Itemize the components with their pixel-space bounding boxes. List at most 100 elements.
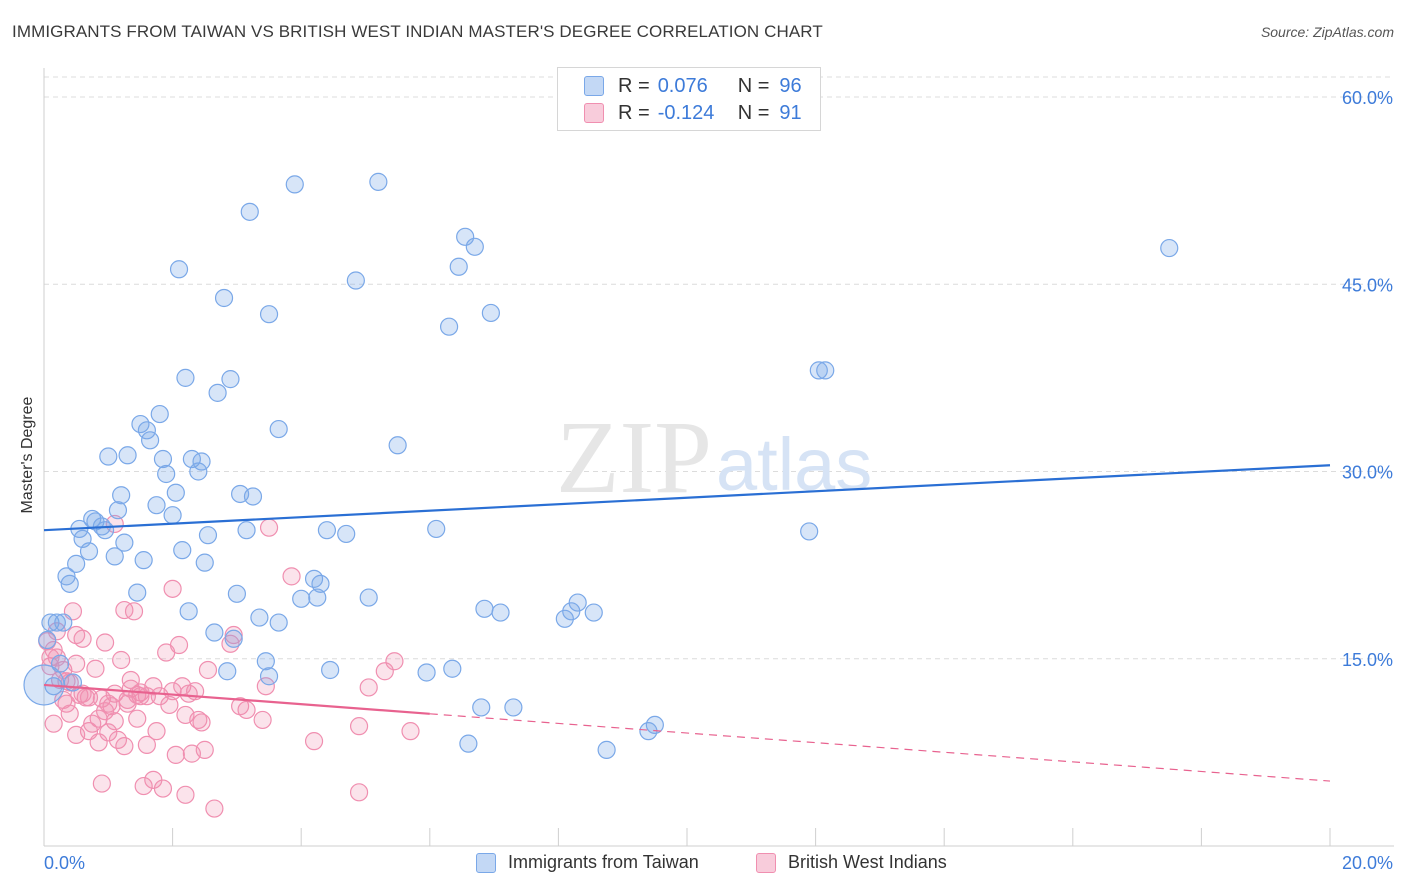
data-point xyxy=(166,483,185,502)
data-point xyxy=(472,698,491,717)
data-point xyxy=(79,688,99,707)
data-point xyxy=(491,603,510,622)
data-point xyxy=(44,714,63,733)
legend-swatch-blue xyxy=(584,76,604,96)
data-point xyxy=(79,542,99,561)
data-point xyxy=(195,553,214,572)
data-point xyxy=(176,785,195,804)
data-point xyxy=(163,682,182,701)
data-point xyxy=(800,522,819,541)
data-point xyxy=(118,446,137,465)
legend-row-taiwan: R = 0.076 N = 96 xyxy=(584,73,851,99)
data-point xyxy=(337,524,356,544)
data-point xyxy=(157,464,176,484)
data-point xyxy=(147,496,166,515)
watermark: ZIP atlas xyxy=(556,400,872,515)
gridlines xyxy=(44,76,1394,660)
data-point xyxy=(568,593,587,612)
legend-swatch-blue xyxy=(476,852,496,873)
data-point xyxy=(359,588,378,607)
data-point xyxy=(269,613,288,632)
data-point xyxy=(67,554,86,573)
data-point xyxy=(243,487,263,506)
data-point xyxy=(67,654,86,673)
series-british-west-indians xyxy=(38,514,420,818)
watermark-zip: ZIP xyxy=(556,400,712,515)
data-point xyxy=(304,732,324,751)
data-point xyxy=(443,659,462,678)
data-point xyxy=(346,271,365,290)
data-point xyxy=(256,677,275,696)
tick-labels: 15.0% 30.0% 45.0% 60.0% 0.0% 20.0% xyxy=(44,88,1393,873)
data-point xyxy=(317,521,337,540)
data-point xyxy=(311,574,330,593)
legend-item-bwi[interactable]: British West Indians xyxy=(756,852,947,873)
data-point xyxy=(449,257,468,276)
data-point xyxy=(192,713,211,732)
data-point xyxy=(198,660,218,680)
data-point xyxy=(128,685,147,705)
data-point xyxy=(292,589,311,608)
y-tick-label: 30.0% xyxy=(1342,463,1393,483)
data-point xyxy=(401,722,420,741)
data-point xyxy=(269,419,288,439)
data-point xyxy=(427,519,446,539)
trend-line-taiwan xyxy=(43,464,1331,532)
data-point xyxy=(112,486,131,505)
data-point xyxy=(439,317,459,336)
data-point xyxy=(173,541,192,560)
n-label: N = xyxy=(737,74,770,97)
data-point xyxy=(137,421,156,440)
data-point xyxy=(321,660,340,680)
data-point xyxy=(375,662,394,681)
data-point xyxy=(128,583,147,602)
data-point xyxy=(92,774,111,793)
data-point xyxy=(555,609,574,628)
data-point xyxy=(208,383,227,402)
data-point xyxy=(250,608,269,627)
r-label: R = xyxy=(618,74,650,97)
data-point xyxy=(597,740,616,759)
watermark-atlas: atlas xyxy=(716,423,872,506)
data-point xyxy=(163,579,182,598)
legend-label-taiwan: Immigrants from Taiwan xyxy=(508,852,699,872)
data-point xyxy=(137,735,156,754)
data-point xyxy=(349,783,369,802)
data-point xyxy=(189,462,208,481)
data-point xyxy=(150,404,169,424)
data-point xyxy=(99,723,118,742)
data-point xyxy=(41,613,60,632)
data-point xyxy=(205,623,224,642)
r-label: R = xyxy=(618,101,650,124)
data-point xyxy=(369,172,388,191)
data-point xyxy=(99,447,118,466)
legend-swatch-pink xyxy=(756,852,776,873)
data-point xyxy=(192,452,211,471)
r-value: -0.124 xyxy=(657,101,715,124)
data-point xyxy=(144,770,163,789)
series-immigrants-from-taiwan xyxy=(23,172,1179,759)
data-point xyxy=(285,175,304,194)
y-tick-label: 15.0% xyxy=(1342,650,1393,670)
data-point xyxy=(54,613,73,632)
data-point xyxy=(95,521,115,540)
data-point xyxy=(105,712,124,731)
data-point xyxy=(227,584,246,603)
data-point xyxy=(259,518,279,537)
trend-lines xyxy=(43,464,1331,782)
data-point xyxy=(359,678,378,697)
source-label: Source: ZipAtlas.com xyxy=(1260,24,1394,40)
data-point xyxy=(240,202,259,221)
data-point xyxy=(169,260,189,279)
data-point xyxy=(140,431,160,450)
data-point xyxy=(465,237,484,256)
legend-item-taiwan[interactable]: Immigrants from Taiwan xyxy=(476,852,699,873)
data-point xyxy=(504,698,523,717)
data-point xyxy=(385,652,404,671)
data-point xyxy=(237,700,256,720)
data-point xyxy=(128,709,147,728)
n-value: 96 xyxy=(779,74,802,97)
data-point xyxy=(108,501,128,520)
stats-legend: R = 0.076 N = 96 R = -0.124 N = 91 xyxy=(557,67,821,131)
data-point xyxy=(95,702,115,721)
